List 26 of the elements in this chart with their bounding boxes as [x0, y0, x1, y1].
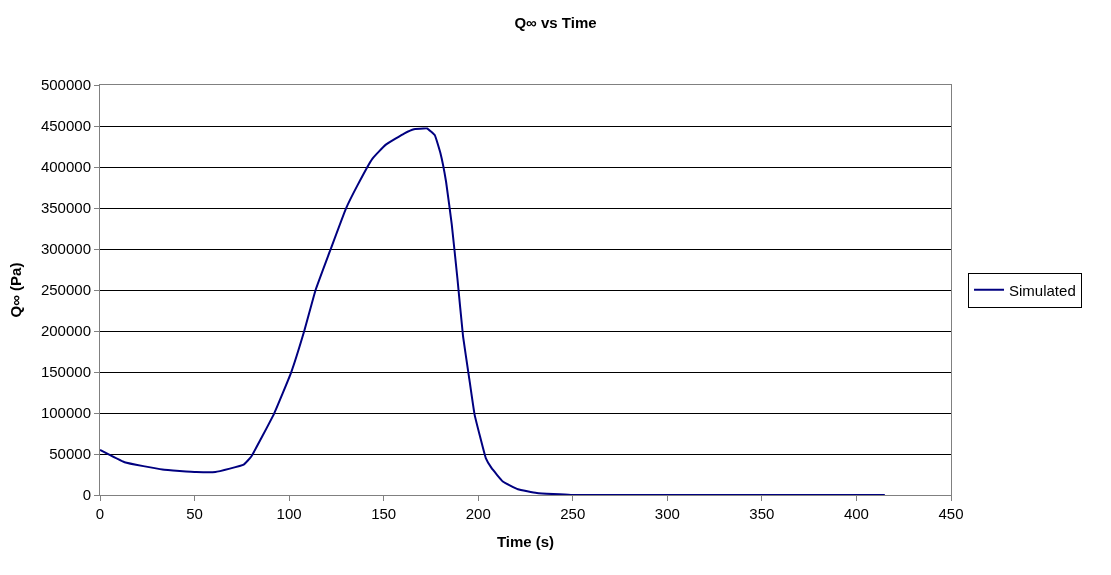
y-tick-label: 150000 [40, 363, 91, 381]
y-tick-label: 350000 [40, 199, 91, 217]
y-axis-title: Q∞ (Pa) [7, 262, 25, 318]
x-tick-label: 450 [938, 505, 964, 522]
y-tick-label: 50000 [49, 445, 91, 463]
y-tick-label: 250000 [40, 281, 91, 299]
y-tick-label: 200000 [40, 322, 91, 340]
y-tick-label: 500000 [40, 76, 91, 94]
x-tick-label: 0 [95, 505, 105, 522]
line-series [100, 127, 886, 495]
x-tick-label: 300 [654, 505, 680, 522]
y-tick-label: 300000 [40, 240, 91, 258]
x-tick-label: 100 [276, 505, 302, 522]
y-tick-label: 100000 [40, 404, 91, 422]
x-tick-label: 200 [465, 505, 491, 522]
x-tick-label: 250 [560, 505, 586, 522]
x-tick-label: 150 [371, 505, 397, 522]
x-tick-label: 400 [843, 505, 869, 522]
y-tick-label: 400000 [40, 158, 91, 176]
y-tick-label: 450000 [40, 117, 91, 135]
legend-label: Simulated [1009, 281, 1076, 299]
chart-title: Q∞ vs Time [514, 13, 597, 31]
x-tick-label: 350 [749, 505, 775, 522]
y-tick-label: 0 [82, 486, 91, 504]
x-tick-label: 50 [186, 505, 203, 522]
x-axis-title: Time (s) [496, 533, 555, 550]
